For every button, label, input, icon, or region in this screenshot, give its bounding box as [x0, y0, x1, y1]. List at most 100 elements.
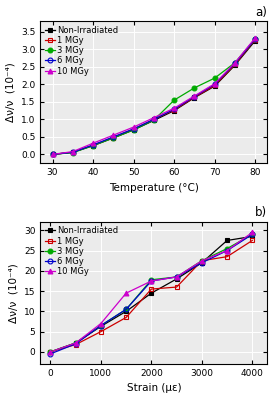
3 MGy	[112, 136, 115, 140]
6 MGy	[193, 94, 196, 99]
1 MGy	[152, 117, 156, 122]
10 MGy	[200, 258, 203, 263]
Non-Irradiated	[251, 234, 254, 239]
1 MGy	[213, 83, 216, 88]
Line: Non-Irradiated: Non-Irradiated	[50, 38, 258, 157]
6 MGy	[254, 36, 257, 41]
1 MGy	[175, 284, 178, 289]
Non-Irradiated	[193, 95, 196, 100]
10 MGy	[254, 36, 257, 40]
3 MGy	[124, 307, 128, 312]
Line: 3 MGy: 3 MGy	[48, 232, 255, 354]
Legend: Non-Irradiated, 1 MGy, 3 MGy, 6 MGy, 10 MGy: Non-Irradiated, 1 MGy, 3 MGy, 6 MGy, 10 …	[43, 24, 120, 77]
Legend: Non-Irradiated, 1 MGy, 3 MGy, 6 MGy, 10 MGy: Non-Irradiated, 1 MGy, 3 MGy, 6 MGy, 10 …	[43, 225, 120, 278]
1 MGy	[193, 95, 196, 100]
6 MGy	[152, 117, 156, 122]
6 MGy	[173, 107, 176, 112]
10 MGy	[251, 230, 254, 235]
1 MGy	[173, 107, 176, 112]
1 MGy	[71, 150, 75, 155]
Line: 3 MGy: 3 MGy	[50, 36, 258, 157]
1 MGy	[49, 350, 52, 354]
10 MGy	[49, 350, 52, 354]
10 MGy	[152, 115, 156, 120]
6 MGy	[150, 279, 153, 283]
Line: 1 MGy: 1 MGy	[50, 37, 258, 157]
Y-axis label: Δν/ν  (10⁻⁴): Δν/ν (10⁻⁴)	[8, 263, 19, 323]
3 MGy	[251, 232, 254, 237]
10 MGy	[124, 291, 128, 296]
Non-Irradiated	[173, 108, 176, 113]
6 MGy	[91, 142, 95, 147]
Non-Irradiated	[71, 150, 75, 155]
3 MGy	[175, 275, 178, 279]
3 MGy	[150, 277, 153, 282]
6 MGy	[71, 150, 75, 155]
10 MGy	[91, 141, 95, 146]
X-axis label: Strain (με): Strain (με)	[127, 383, 181, 393]
10 MGy	[51, 152, 54, 157]
Non-Irradiated	[152, 118, 156, 123]
Line: 1 MGy: 1 MGy	[48, 238, 255, 354]
1 MGy	[251, 238, 254, 243]
3 MGy	[193, 85, 196, 90]
1 MGy	[112, 135, 115, 140]
1 MGy	[225, 254, 229, 259]
6 MGy	[99, 323, 103, 328]
Non-Irradiated	[150, 291, 153, 296]
3 MGy	[71, 150, 75, 155]
Non-Irradiated	[254, 38, 257, 43]
3 MGy	[51, 152, 54, 157]
6 MGy	[51, 152, 54, 157]
3 MGy	[152, 118, 156, 122]
10 MGy	[132, 124, 135, 129]
3 MGy	[49, 350, 52, 354]
6 MGy	[132, 126, 135, 131]
1 MGy	[91, 143, 95, 148]
1 MGy	[99, 329, 103, 334]
10 MGy	[233, 60, 237, 65]
Non-Irradiated	[225, 238, 229, 243]
Non-Irradiated	[99, 324, 103, 329]
3 MGy	[74, 341, 77, 346]
Text: b): b)	[255, 206, 268, 219]
Non-Irradiated	[74, 341, 77, 346]
Non-Irradiated	[49, 350, 52, 354]
10 MGy	[175, 275, 178, 279]
Non-Irradiated	[51, 152, 54, 157]
6 MGy	[213, 82, 216, 87]
1 MGy	[124, 315, 128, 320]
1 MGy	[233, 62, 237, 67]
3 MGy	[173, 98, 176, 103]
Non-Irradiated	[233, 63, 237, 67]
1 MGy	[254, 37, 257, 42]
10 MGy	[213, 81, 216, 86]
1 MGy	[132, 127, 135, 132]
Non-Irradiated	[124, 309, 128, 314]
6 MGy	[251, 232, 254, 237]
10 MGy	[225, 248, 229, 253]
Y-axis label: Δν/ν  (10⁻⁴): Δν/ν (10⁻⁴)	[5, 62, 16, 122]
3 MGy	[254, 36, 257, 41]
6 MGy	[225, 248, 229, 253]
Line: Non-Irradiated: Non-Irradiated	[48, 234, 255, 354]
6 MGy	[233, 61, 237, 66]
6 MGy	[49, 352, 52, 356]
Non-Irradiated	[200, 261, 203, 265]
10 MGy	[74, 341, 77, 346]
Line: 6 MGy: 6 MGy	[48, 232, 255, 356]
Non-Irradiated	[112, 136, 115, 140]
6 MGy	[200, 261, 203, 265]
6 MGy	[74, 342, 77, 346]
1 MGy	[200, 258, 203, 263]
Line: 10 MGy: 10 MGy	[48, 230, 255, 354]
3 MGy	[225, 246, 229, 251]
6 MGy	[112, 134, 115, 139]
10 MGy	[193, 93, 196, 98]
1 MGy	[150, 287, 153, 292]
3 MGy	[99, 323, 103, 328]
10 MGy	[173, 106, 176, 111]
Non-Irradiated	[132, 128, 135, 132]
1 MGy	[51, 152, 54, 157]
Non-Irradiated	[175, 277, 178, 281]
